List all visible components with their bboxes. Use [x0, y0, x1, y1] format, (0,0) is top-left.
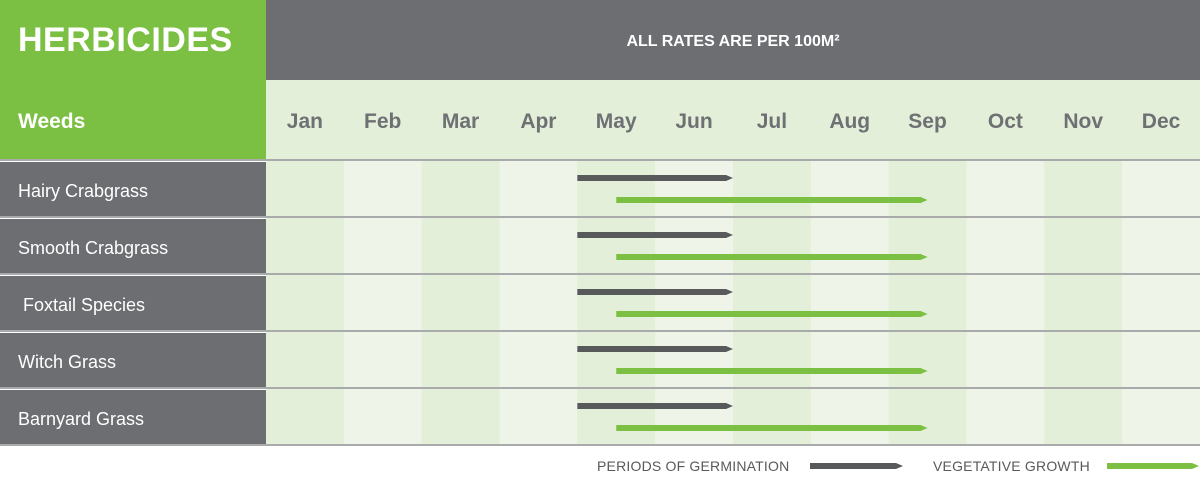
month-column-mar: [421, 160, 500, 445]
month-label-oct: Oct: [987, 110, 1023, 133]
month-column-oct: [966, 160, 1045, 445]
month-column-sep: [888, 160, 967, 445]
weed-label: Hairy Crabgrass: [0, 161, 266, 216]
weeds-column-header: Weeds: [0, 80, 266, 160]
chart-title: HERBICIDES: [0, 0, 266, 80]
month-column-apr: [499, 160, 578, 445]
weed-label: Foxtail Species: [0, 275, 266, 330]
month-column-jun: [655, 160, 734, 445]
month-label-jun: Jun: [675, 110, 713, 133]
month-column-jan: [266, 160, 345, 445]
vegetative-growth-bar: [616, 311, 928, 317]
month-label-jan: Jan: [286, 110, 323, 133]
month-label-sep: Sep: [908, 110, 947, 133]
legend-germination-swatch: [810, 463, 903, 469]
month-header-row: [266, 80, 1200, 160]
weed-label: Witch Grass: [0, 332, 266, 387]
legend-germination-label: PERIODS OF GERMINATION: [597, 458, 790, 474]
month-label-apr: Apr: [520, 110, 557, 133]
germination-bar: [577, 403, 733, 409]
month-label-dec: Dec: [1141, 110, 1181, 133]
weed-label: Smooth Crabgrass: [0, 218, 266, 273]
month-label-mar: Mar: [441, 110, 480, 133]
month-label-may: May: [595, 110, 637, 133]
month-label-nov: Nov: [1063, 110, 1104, 133]
month-label-jul: Jul: [756, 110, 788, 133]
month-column-may: [577, 160, 656, 445]
vegetative-growth-bar: [616, 197, 928, 203]
vegetative-growth-bar: [616, 425, 928, 431]
germination-bar: [577, 289, 733, 295]
germination-bar: [577, 346, 733, 352]
vegetative-growth-bar: [616, 368, 928, 374]
germination-bar: [577, 232, 733, 238]
weed-label: Barnyard Grass: [0, 389, 266, 444]
germination-bar: [577, 175, 733, 181]
legend-growth-swatch: [1107, 463, 1199, 469]
month-column-nov: [1044, 160, 1123, 445]
month-label-feb: Feb: [364, 110, 402, 133]
month-label-aug: Aug: [829, 110, 871, 133]
vegetative-growth-bar: [616, 254, 928, 260]
month-column-aug: [810, 160, 890, 445]
month-column-dec: [1122, 160, 1200, 445]
rates-note: ALL RATES ARE PER 100M²: [266, 0, 1200, 80]
month-column-feb: [343, 160, 423, 445]
legend-growth-label: VEGETATIVE GROWTH: [933, 458, 1090, 474]
month-column-jul: [733, 160, 812, 445]
